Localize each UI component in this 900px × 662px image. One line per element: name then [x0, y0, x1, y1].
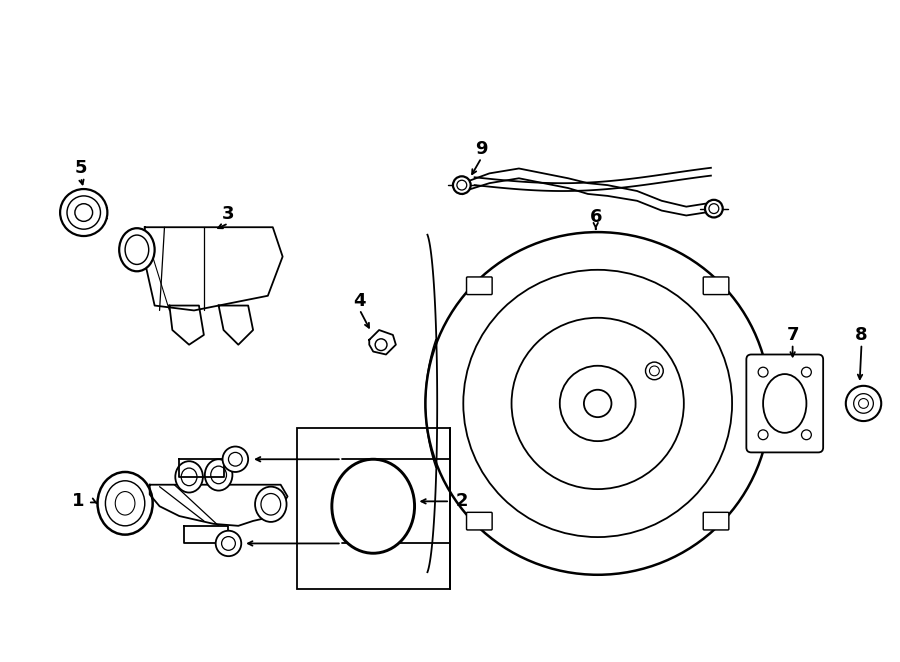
Text: 2: 2 — [455, 493, 468, 510]
Bar — [297, 428, 450, 589]
Ellipse shape — [119, 228, 155, 271]
Circle shape — [60, 189, 107, 236]
Polygon shape — [169, 306, 204, 345]
Circle shape — [846, 386, 881, 421]
Polygon shape — [179, 459, 223, 477]
FancyBboxPatch shape — [746, 354, 824, 452]
FancyBboxPatch shape — [703, 277, 729, 295]
Text: 8: 8 — [855, 326, 868, 344]
Text: 5: 5 — [75, 160, 87, 177]
FancyBboxPatch shape — [703, 512, 729, 530]
Circle shape — [428, 234, 768, 573]
Ellipse shape — [205, 459, 232, 491]
Circle shape — [222, 447, 248, 472]
FancyBboxPatch shape — [466, 512, 492, 530]
Text: 4: 4 — [353, 292, 365, 310]
Ellipse shape — [255, 487, 286, 522]
Text: 7: 7 — [787, 326, 799, 344]
Circle shape — [645, 362, 663, 380]
Text: 3: 3 — [222, 205, 235, 224]
FancyBboxPatch shape — [466, 277, 492, 295]
Circle shape — [453, 176, 471, 194]
Polygon shape — [149, 485, 287, 526]
Text: 9: 9 — [475, 140, 488, 158]
Ellipse shape — [332, 459, 415, 553]
Text: 1: 1 — [72, 493, 84, 510]
Polygon shape — [369, 330, 396, 354]
Polygon shape — [184, 526, 229, 544]
Ellipse shape — [176, 461, 202, 493]
Polygon shape — [219, 306, 253, 345]
Ellipse shape — [97, 472, 153, 535]
Circle shape — [216, 531, 241, 556]
Text: 6: 6 — [590, 209, 602, 226]
Circle shape — [705, 200, 723, 217]
Polygon shape — [145, 227, 283, 310]
